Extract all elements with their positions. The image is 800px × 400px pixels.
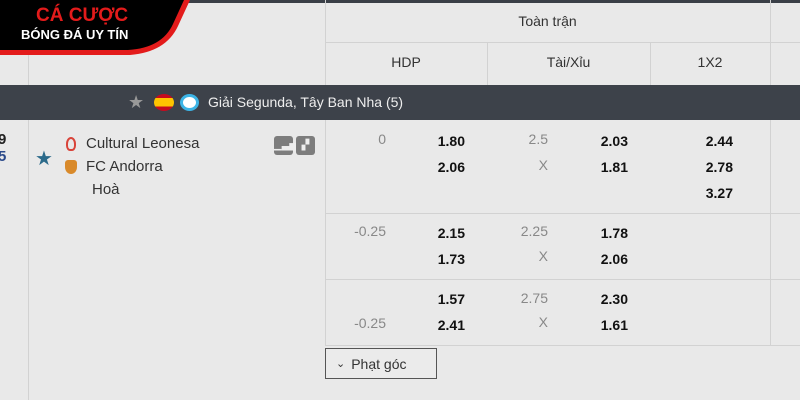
odd-1x2-away[interactable]: 2.78 xyxy=(705,159,733,175)
home-team[interactable]: Cultural Leonesa xyxy=(86,135,200,152)
ou-x: X xyxy=(538,248,548,264)
divider xyxy=(487,42,488,85)
odd-1x2-draw[interactable]: 3.27 xyxy=(705,185,733,201)
ou-line: 2.5 xyxy=(528,131,548,147)
site-logo: CÁ CƯỢC BÓNG ĐÁ UY TÍN xyxy=(0,0,190,56)
favorite-star-icon[interactable]: ★ xyxy=(35,148,53,170)
header-group: Toàn trận xyxy=(518,13,577,29)
odd-over[interactable]: 2.30 xyxy=(600,291,628,307)
odd-under[interactable]: 2.06 xyxy=(600,251,628,267)
stats-icon[interactable]: ▁▃▅ xyxy=(274,136,297,155)
hdp-line: 0 xyxy=(378,131,386,147)
odd-hdp-home[interactable]: 1.57 xyxy=(437,291,465,307)
ou-x: X xyxy=(538,314,548,330)
top-bar xyxy=(0,0,800,3)
time-line: 5 xyxy=(0,148,7,165)
logo-line1: CÁ CƯỢC xyxy=(36,5,129,26)
odd-hdp-away[interactable]: 2.06 xyxy=(437,159,465,175)
divider xyxy=(28,120,29,400)
divider xyxy=(650,42,651,85)
league-name: Giải Segunda, Tây Ban Nha (5) xyxy=(208,94,404,110)
match-time: 9 5 xyxy=(0,131,6,165)
odd-hdp-home[interactable]: 2.15 xyxy=(437,225,465,241)
hdp-line: -0.25 xyxy=(354,223,386,239)
divider xyxy=(325,42,800,43)
header-over-under: Tài/Xỉu xyxy=(546,54,591,70)
star-icon[interactable]: ★ xyxy=(128,92,145,112)
odd-over[interactable]: 1.78 xyxy=(600,225,628,241)
corner-kicks-label: Phạt góc xyxy=(351,355,407,372)
ou-x: X xyxy=(538,157,548,173)
draw-label: Hoà xyxy=(92,181,120,198)
odd-1x2-home[interactable]: 2.44 xyxy=(705,133,733,149)
laliga-icon xyxy=(180,94,199,111)
divider xyxy=(325,345,800,346)
odd-hdp-away[interactable]: 1.73 xyxy=(437,251,465,267)
league-bar[interactable]: ★ Giải Segunda, Tây Ban Nha (5) xyxy=(0,85,800,120)
odd-hdp-home[interactable]: 1.80 xyxy=(437,133,465,149)
home-team-logo-icon xyxy=(66,137,76,151)
odd-hdp-away[interactable]: 2.41 xyxy=(437,317,465,333)
away-team-logo-icon xyxy=(65,160,77,174)
divider xyxy=(325,120,326,345)
spain-flag-icon xyxy=(154,94,174,111)
divider xyxy=(325,213,800,214)
odd-over[interactable]: 2.03 xyxy=(600,133,628,149)
chevron-down-icon: ⌄ xyxy=(336,358,346,370)
corner-kicks-button[interactable]: ⌄ Phạt góc xyxy=(325,348,437,379)
divider xyxy=(325,279,800,280)
header-hdp: HDP xyxy=(391,54,421,70)
divider xyxy=(770,120,771,345)
odd-under[interactable]: 1.81 xyxy=(600,159,628,175)
odd-under[interactable]: 1.61 xyxy=(600,317,628,333)
header-1x2: 1X2 xyxy=(697,54,723,70)
ou-line: 2.75 xyxy=(520,290,548,306)
logo-line2: BÓNG ĐÁ UY TÍN xyxy=(21,27,129,42)
away-team[interactable]: FC Andorra xyxy=(86,158,163,175)
ou-line: 2.25 xyxy=(520,223,548,239)
time-line: 9 xyxy=(0,131,7,148)
lineup-icon[interactable]: ▞ xyxy=(296,136,315,155)
hdp-line: -0.25 xyxy=(354,315,386,331)
